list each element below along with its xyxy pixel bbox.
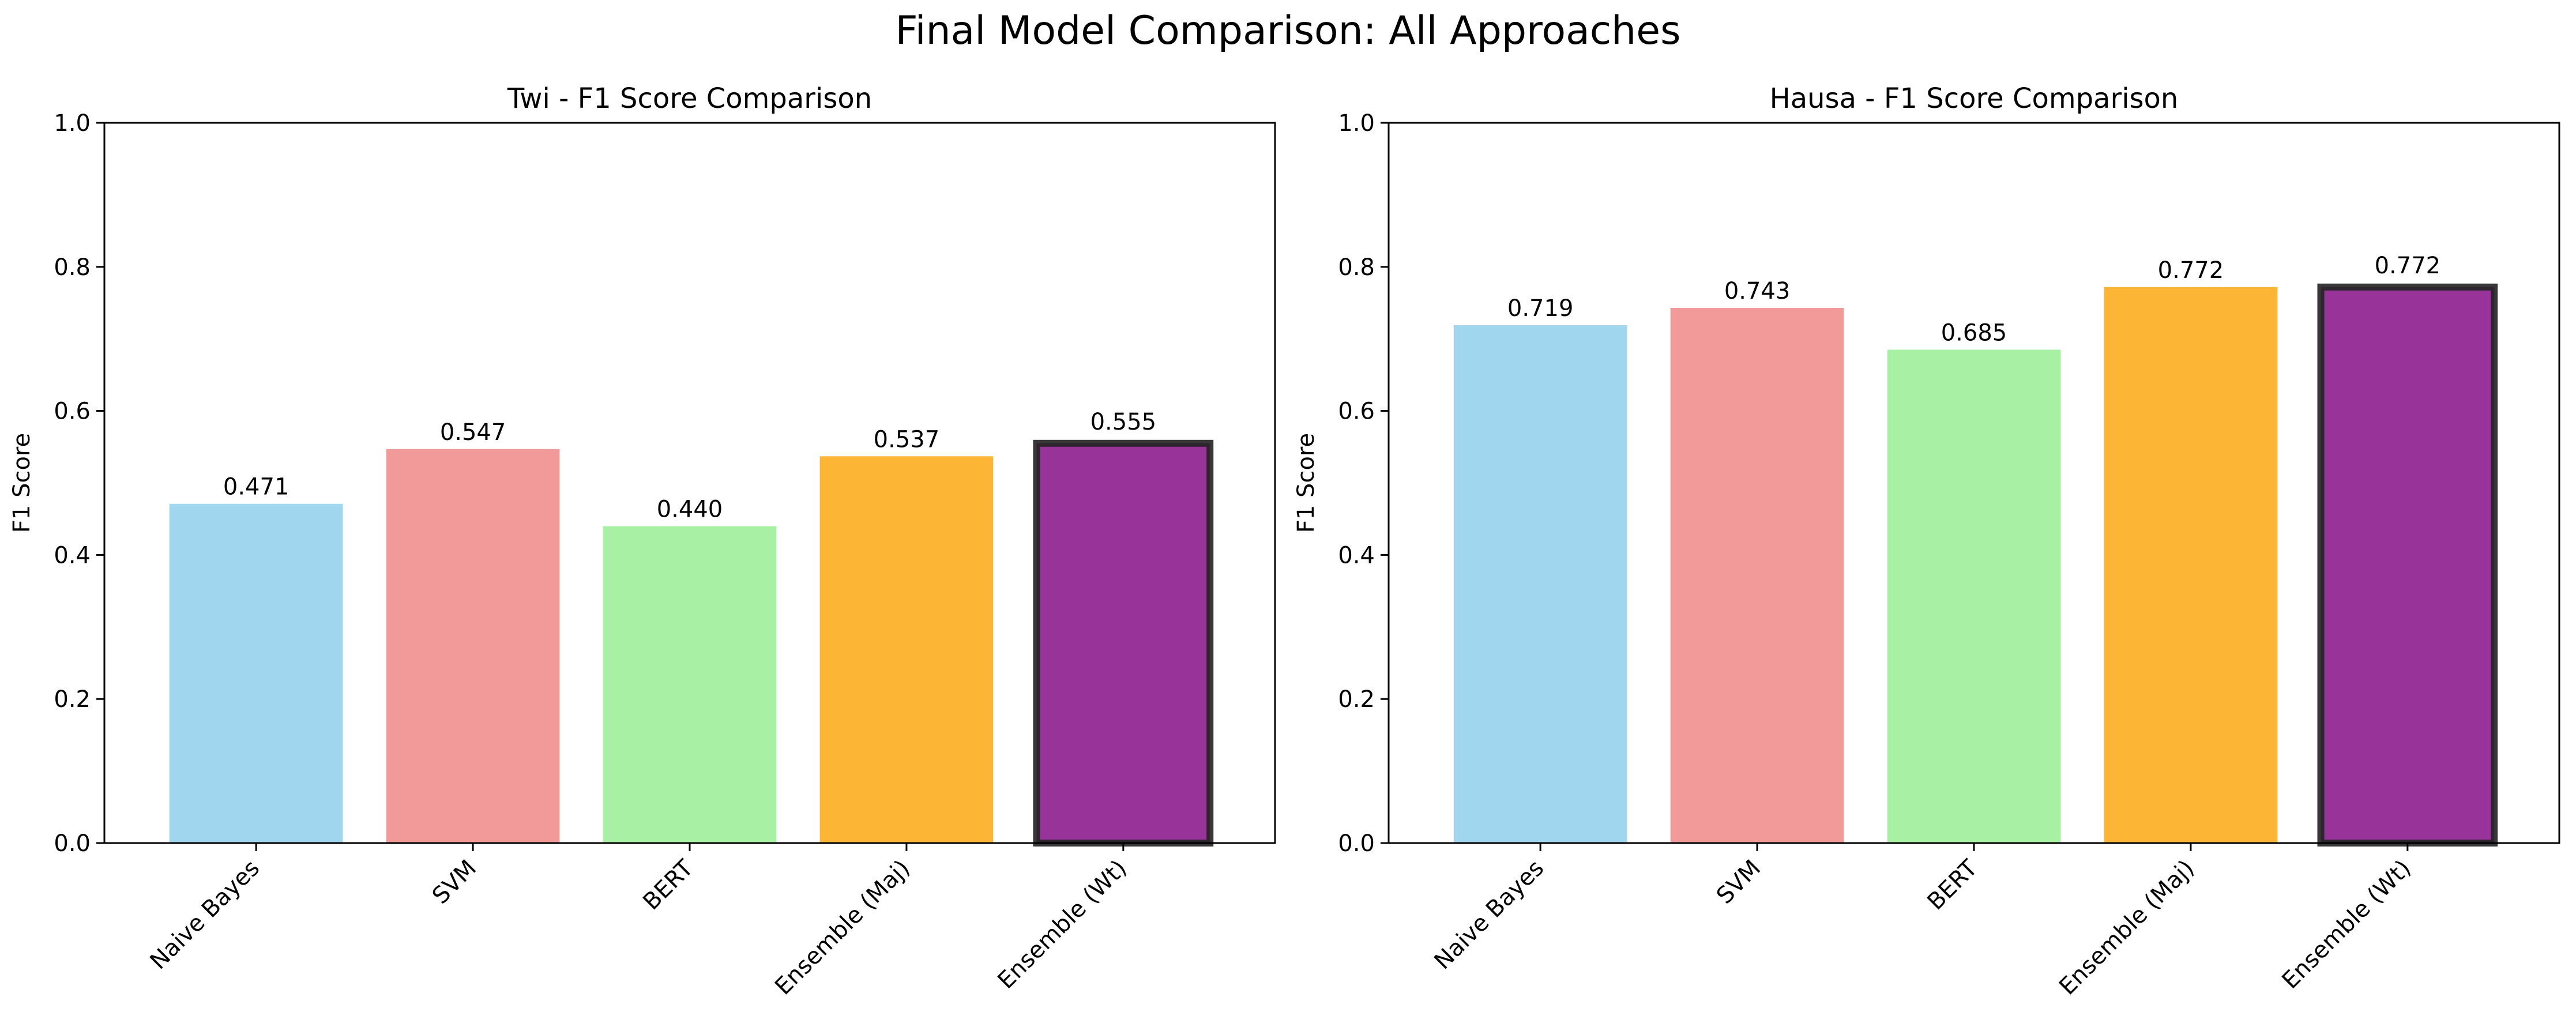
bar bbox=[1887, 349, 2061, 843]
x-tick-label: Naive Bayes bbox=[145, 855, 265, 975]
chart-panel-1: 0.471 0.547 0.440 0.537 0.555 0.0 0.2 0.4 0.6 0.8… bbox=[9, 82, 1276, 1000]
x-tick-label: BERT bbox=[638, 855, 698, 915]
x-tick-label: Ensemble (Maj) bbox=[2054, 855, 2199, 1000]
y-tick-label: 0.2 bbox=[1338, 686, 1375, 713]
figure-title: Final Model Comparison: All Approaches bbox=[895, 8, 1681, 54]
x-tick-label: Ensemble (Maj) bbox=[770, 855, 915, 1000]
y-tick-label: 0.8 bbox=[54, 254, 91, 281]
bar bbox=[169, 503, 343, 843]
bar bbox=[1670, 307, 1844, 843]
bar bbox=[2317, 283, 2498, 847]
bar-value-label: 0.743 bbox=[1724, 278, 1791, 304]
y-tick-label: 0.0 bbox=[54, 830, 91, 857]
y-tick-label: 1.0 bbox=[54, 110, 91, 137]
bar bbox=[819, 456, 994, 843]
y-tick-label: 1.0 bbox=[1338, 110, 1375, 137]
bar-value-label: 0.685 bbox=[1941, 319, 2007, 346]
x-tick-label: Naive Bayes bbox=[1430, 855, 1550, 975]
y-axis-label: F1 Score bbox=[1293, 433, 1319, 533]
y-tick-label: 0.6 bbox=[54, 398, 91, 425]
bar-value-label: 0.772 bbox=[2375, 253, 2441, 279]
x-tick-label: BERT bbox=[1922, 855, 1983, 915]
bar-value-label: 0.471 bbox=[223, 474, 289, 501]
x-tick-label: SVM bbox=[1712, 855, 1766, 909]
bar-value-label: 0.440 bbox=[657, 496, 723, 522]
bar-value-label: 0.772 bbox=[2158, 257, 2224, 284]
bar-value-label: 0.547 bbox=[440, 419, 506, 446]
y-tick-label: 0.0 bbox=[1338, 830, 1375, 857]
chart-panel-2: 0.719 0.743 0.685 0.772 0.772 0.0 0.2 0.4 0.6 0.8… bbox=[1293, 82, 2560, 1000]
y-tick-label: 0.4 bbox=[54, 542, 91, 569]
bar-value-label: 0.555 bbox=[1090, 409, 1157, 435]
y-tick-label: 0.4 bbox=[1338, 542, 1375, 569]
chart-title: Twi - F1 Score Comparison bbox=[507, 82, 872, 115]
x-tick-label: SVM bbox=[427, 855, 482, 909]
y-tick-label: 0.8 bbox=[1338, 254, 1375, 281]
chart-title: Hausa - F1 Score Comparison bbox=[1770, 82, 2179, 115]
bar-value-label: 0.537 bbox=[874, 426, 940, 453]
y-tick-label: 0.6 bbox=[1338, 398, 1375, 425]
bar bbox=[1033, 439, 1214, 847]
x-tick-label: Ensemble (Wt) bbox=[993, 855, 1132, 994]
bar bbox=[386, 449, 560, 843]
y-axis-label: F1 Score bbox=[9, 433, 35, 533]
bar-value-label: 0.719 bbox=[1507, 295, 1574, 322]
bar bbox=[603, 526, 777, 843]
y-tick-label: 0.2 bbox=[54, 686, 91, 713]
bar bbox=[1453, 325, 1627, 843]
x-tick-label: Ensemble (Wt) bbox=[2277, 855, 2416, 994]
bar bbox=[2104, 287, 2278, 844]
